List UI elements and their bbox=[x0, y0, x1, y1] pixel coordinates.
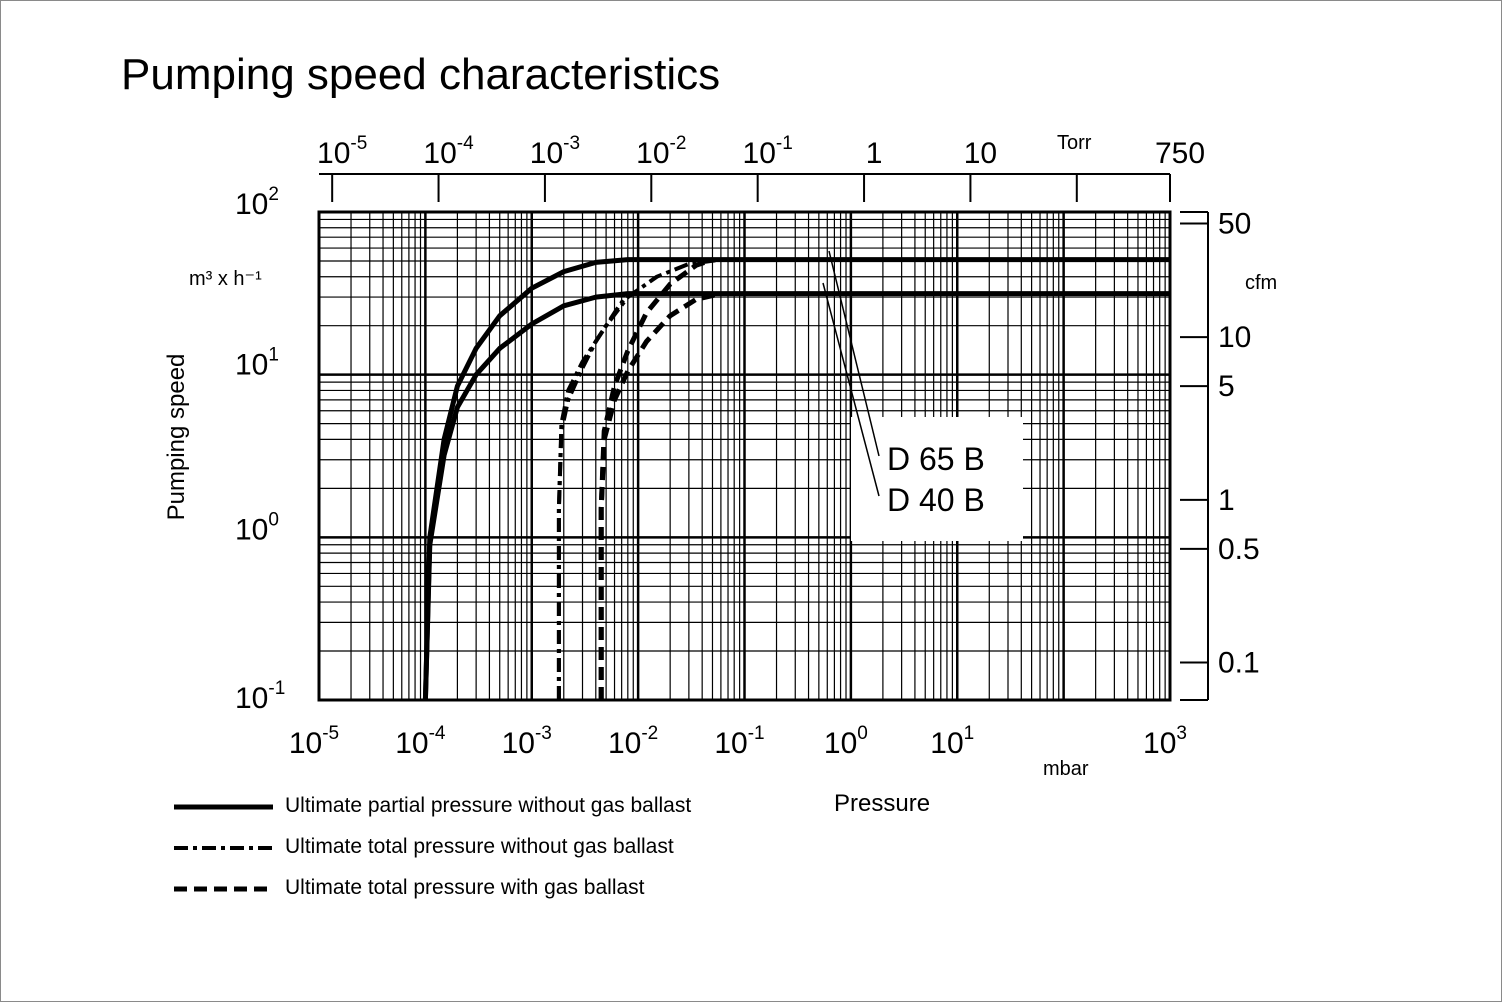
y-axis-unit: m³ x h⁻¹ bbox=[189, 268, 262, 290]
torr-tick-label-exp: -1 bbox=[776, 133, 793, 154]
torr-tick-label-exp: -3 bbox=[563, 133, 580, 154]
torr-tick-label: 10-2 bbox=[636, 133, 686, 170]
y-tick-label: 101 bbox=[235, 345, 279, 382]
x-tick-label-base: 10 bbox=[824, 727, 857, 760]
torr-unit: Torr bbox=[1057, 132, 1092, 154]
y-tick-label: 10-1 bbox=[235, 678, 285, 715]
x-tick-label-base: 10 bbox=[502, 727, 535, 760]
x-tick-label: 103 bbox=[1143, 723, 1187, 760]
curve-solid bbox=[422, 291, 1170, 701]
torr-tick-label-base: 10 bbox=[743, 137, 776, 170]
x-tick-label-base: 10 bbox=[395, 727, 428, 760]
legend: Ultimate partial pressure without gas ba… bbox=[174, 794, 691, 899]
x-tick-label: 10-4 bbox=[395, 723, 446, 760]
torr-tick-label: 10-4 bbox=[423, 133, 474, 170]
torr-tick-label-base: 1 bbox=[866, 137, 883, 170]
torr-axis: 10-5 10-4 10-3 10-2 10-1 1 10 750 bbox=[317, 133, 1205, 202]
x-axis-label: Pressure bbox=[834, 790, 930, 817]
torr-tick-label-exp: -2 bbox=[670, 133, 687, 154]
callout-label: D 65 B bbox=[887, 441, 985, 477]
callout: D 65 B D 40 B bbox=[822, 250, 1023, 541]
cfm-tick-label: 10 bbox=[1218, 321, 1251, 354]
x-tick-label-exp: 0 bbox=[857, 723, 868, 744]
y-tick-label-exp: 2 bbox=[268, 184, 279, 205]
x-tick-label-exp: -3 bbox=[535, 723, 552, 744]
x-tick-label-base: 10 bbox=[608, 727, 641, 760]
torr-tick-label-exp: -4 bbox=[457, 133, 474, 154]
legend-label: Ultimate total pressure with gas ballast bbox=[285, 876, 645, 899]
curve-dashed bbox=[598, 291, 722, 700]
x-tick-label-base: 10 bbox=[289, 727, 322, 760]
y-tick-label-exp: -1 bbox=[268, 678, 285, 699]
y-tick-label-base: 10 bbox=[235, 188, 268, 221]
cfm-axis: 50 10 5 1 0.5 0.1 bbox=[1180, 207, 1260, 701]
x-tick-label-exp: -2 bbox=[641, 723, 658, 744]
cfm-tick-label: 5 bbox=[1218, 370, 1235, 403]
x-axis-ticks: 10-5 10-4 10-3 10-2 10-1 100 101 103 bbox=[289, 723, 1187, 760]
y-tick-label: 102 bbox=[235, 184, 279, 221]
x-tick-label-base: 10 bbox=[930, 727, 963, 760]
x-tick-label: 10-2 bbox=[608, 723, 658, 760]
y-tick-label-exp: 0 bbox=[268, 509, 279, 530]
y-tick-label-exp: 1 bbox=[268, 345, 279, 366]
x-tick-label-base: 10 bbox=[714, 727, 747, 760]
cfm-tick-label: 0.1 bbox=[1218, 647, 1260, 680]
torr-tick-label-exp: -5 bbox=[350, 133, 367, 154]
torr-tick-label: 10 bbox=[964, 137, 997, 170]
chart-title: Pumping speed characteristics bbox=[121, 50, 720, 99]
x-tick-label-exp: -5 bbox=[322, 723, 339, 744]
y-tick-label: 100 bbox=[235, 509, 279, 546]
x-tick-label-base: 10 bbox=[1143, 727, 1176, 760]
torr-tick-label-base: 10 bbox=[423, 137, 456, 170]
cfm-tick-label: 1 bbox=[1218, 484, 1235, 517]
callout-leader bbox=[828, 250, 880, 457]
torr-tick-label: 10-1 bbox=[743, 133, 793, 170]
x-axis-unit: mbar bbox=[1043, 758, 1089, 780]
cfm-tick-label: 50 bbox=[1218, 207, 1251, 240]
y-tick-label-base: 10 bbox=[235, 513, 268, 546]
x-tick-label: 10-1 bbox=[714, 723, 764, 760]
x-tick-label: 10-5 bbox=[289, 723, 339, 760]
torr-tick-label-base: 750 bbox=[1155, 137, 1205, 170]
torr-tick-label: 10-3 bbox=[530, 133, 580, 170]
cfm-tick-label: 0.5 bbox=[1218, 533, 1260, 566]
curve-dashed bbox=[598, 257, 714, 700]
curves bbox=[422, 257, 1170, 701]
cfm-unit: cfm bbox=[1245, 272, 1277, 294]
legend-label: Ultimate total pressure without gas ball… bbox=[285, 835, 674, 858]
x-tick-label-exp: 3 bbox=[1176, 723, 1187, 744]
torr-tick-label-base: 10 bbox=[530, 137, 563, 170]
y-tick-label-base: 10 bbox=[235, 349, 268, 382]
legend-label: Ultimate partial pressure without gas ba… bbox=[285, 794, 691, 817]
callout-leader bbox=[822, 282, 880, 497]
torr-tick-label-base: 10 bbox=[317, 137, 350, 170]
x-tick-label-exp: -1 bbox=[748, 723, 765, 744]
x-tick-label: 10-3 bbox=[502, 723, 552, 760]
x-tick-label: 100 bbox=[824, 723, 868, 760]
callout-label: D 40 B bbox=[887, 482, 985, 518]
torr-tick-label-base: 10 bbox=[636, 137, 669, 170]
plot-border bbox=[317, 210, 1172, 702]
torr-tick-label: 1 bbox=[866, 137, 883, 170]
x-tick-label-exp: -4 bbox=[429, 723, 446, 744]
x-tick-label: 101 bbox=[930, 723, 974, 760]
torr-tick-label-base: 10 bbox=[964, 137, 997, 170]
callout-box bbox=[851, 417, 1023, 541]
curve-dashdot bbox=[556, 292, 630, 700]
plot-grid bbox=[317, 210, 1172, 702]
y-tick-label-base: 10 bbox=[235, 682, 268, 715]
torr-tick-label: 10-5 bbox=[317, 133, 367, 170]
torr-tick-label: 750 bbox=[1155, 137, 1205, 170]
x-tick-label-exp: 1 bbox=[964, 723, 975, 744]
y-axis-label: Pumping speed bbox=[163, 354, 190, 521]
